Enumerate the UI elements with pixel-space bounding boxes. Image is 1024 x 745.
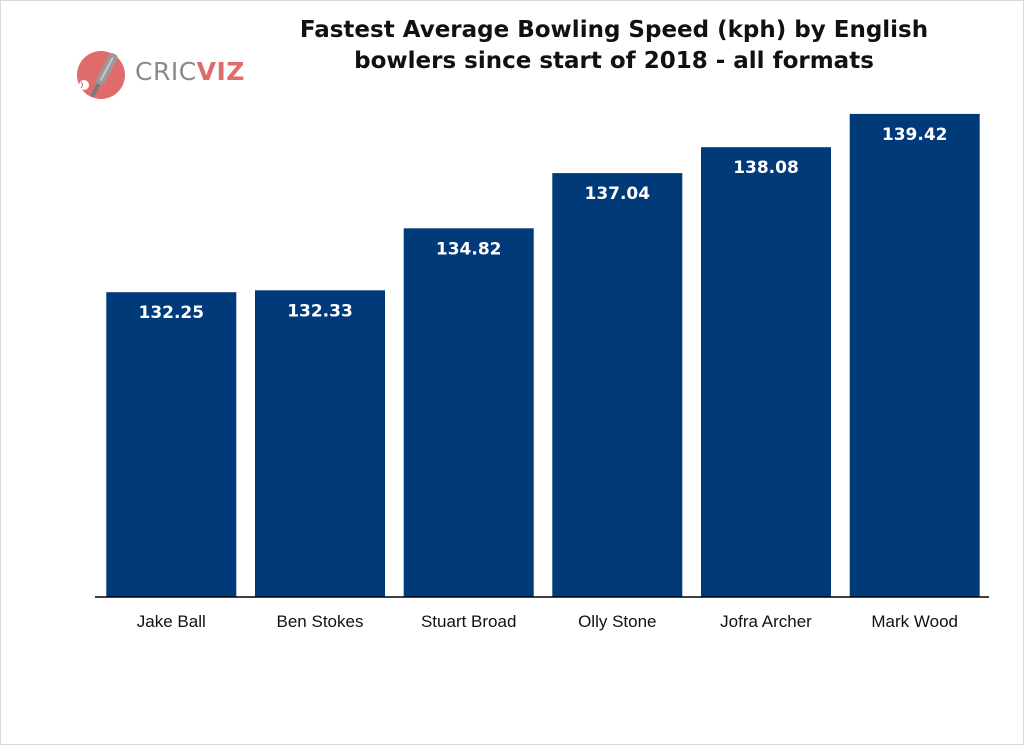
bar-jofra-archer bbox=[701, 147, 831, 597]
x-tick-label: Stuart Broad bbox=[421, 612, 516, 631]
logo-text-viz: VIZ bbox=[196, 57, 245, 86]
chart-title-line-1: Fastest Average Bowling Speed (kph) by E… bbox=[299, 17, 929, 43]
cricket-bat-ball-icon bbox=[77, 51, 125, 99]
bar-ben-stokes bbox=[255, 290, 385, 597]
bar-olly-stone bbox=[552, 173, 683, 597]
bar-value-label: 134.82 bbox=[436, 239, 502, 259]
x-tick-label: Mark Wood bbox=[871, 612, 958, 631]
x-tick-label: Ben Stokes bbox=[277, 612, 364, 631]
x-axis-ticks: Jake Ball Ben Stokes Stuart Broad Olly Ston… bbox=[137, 612, 958, 631]
bar-value-label: 139.42 bbox=[882, 125, 948, 145]
bar-value-label: 132.25 bbox=[138, 303, 204, 323]
bar-mark-wood bbox=[849, 113, 980, 598]
bar-value-label: 137.04 bbox=[584, 184, 650, 204]
bar-stuart-broad bbox=[403, 228, 534, 598]
x-tick-label: Olly Stone bbox=[578, 612, 656, 631]
logo-wordmark: CRICVIZ bbox=[135, 57, 245, 86]
logo-text-cric: CRIC bbox=[135, 57, 197, 86]
x-tick-label: Jofra Archer bbox=[720, 612, 812, 631]
bar-value-label: 132.33 bbox=[287, 301, 353, 321]
bar-value-label: 138.08 bbox=[733, 158, 799, 178]
chart-title-line-2: bowlers since start of 2018 - all format… bbox=[354, 48, 874, 74]
bar-jake-ball bbox=[106, 292, 237, 597]
x-tick-label: Jake Ball bbox=[137, 612, 206, 631]
cricviz-logo: CRICVIZ bbox=[75, 45, 244, 105]
bars-group: 132.25 132.33 134.82 137.04 138.08 139.42 bbox=[106, 113, 980, 598]
chart-title: Fastest Average Bowling Speed (kph) by E… bbox=[251, 15, 977, 77]
